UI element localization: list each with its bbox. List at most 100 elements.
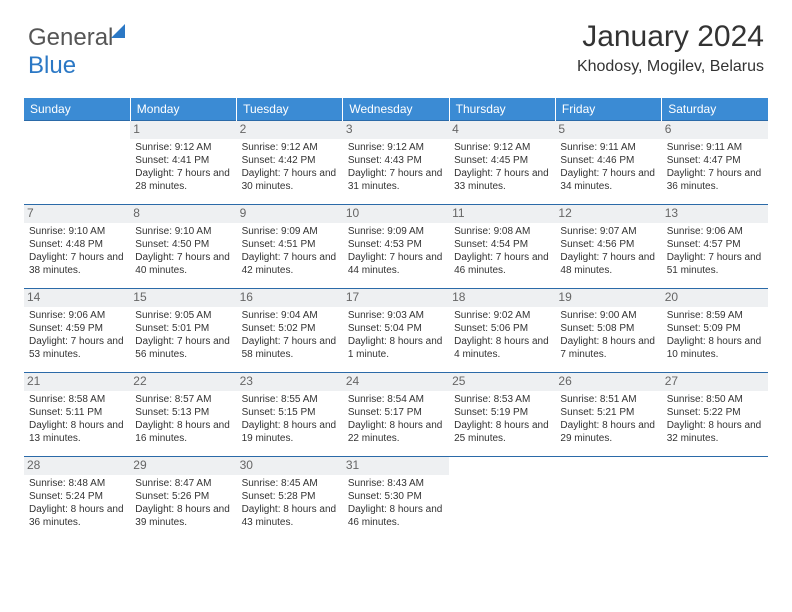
sunrise-text: Sunrise: 9:09 AM — [242, 225, 338, 238]
calendar-day-cell: 27Sunrise: 8:50 AMSunset: 5:22 PMDayligh… — [662, 373, 768, 457]
sunrise-text: Sunrise: 9:12 AM — [242, 141, 338, 154]
sunset-text: Sunset: 5:24 PM — [29, 490, 125, 503]
sunrise-text: Sunrise: 9:11 AM — [667, 141, 763, 154]
daylight-text: Daylight: 7 hours and 46 minutes. — [454, 251, 550, 277]
sunrise-text: Sunrise: 9:12 AM — [135, 141, 231, 154]
weekday-header: Wednesday — [343, 98, 449, 121]
day-number: 31 — [343, 457, 449, 475]
sunset-text: Sunset: 4:46 PM — [560, 154, 656, 167]
calendar-week-row: 21Sunrise: 8:58 AMSunset: 5:11 PMDayligh… — [24, 373, 768, 457]
day-number: 27 — [662, 373, 768, 391]
daylight-text: Daylight: 8 hours and 1 minute. — [348, 335, 444, 361]
sunrise-text: Sunrise: 9:04 AM — [242, 309, 338, 322]
calendar-day-cell: 12Sunrise: 9:07 AMSunset: 4:56 PMDayligh… — [555, 205, 661, 289]
day-number: 25 — [449, 373, 555, 391]
sunset-text: Sunset: 5:21 PM — [560, 406, 656, 419]
day-number: 13 — [662, 205, 768, 223]
daylight-text: Daylight: 8 hours and 7 minutes. — [560, 335, 656, 361]
daylight-text: Daylight: 8 hours and 10 minutes. — [667, 335, 763, 361]
calendar-day-cell: 8Sunrise: 9:10 AMSunset: 4:50 PMDaylight… — [130, 205, 236, 289]
sunrise-text: Sunrise: 8:53 AM — [454, 393, 550, 406]
calendar-day-cell: 3Sunrise: 9:12 AMSunset: 4:43 PMDaylight… — [343, 121, 449, 205]
daylight-text: Daylight: 7 hours and 34 minutes. — [560, 167, 656, 193]
sunrise-text: Sunrise: 9:00 AM — [560, 309, 656, 322]
calendar-day-cell: 21Sunrise: 8:58 AMSunset: 5:11 PMDayligh… — [24, 373, 130, 457]
weekday-header: Monday — [130, 98, 236, 121]
calendar-day-cell — [662, 457, 768, 541]
day-number: 18 — [449, 289, 555, 307]
day-number: 5 — [555, 121, 661, 139]
daylight-text: Daylight: 8 hours and 36 minutes. — [29, 503, 125, 529]
sunset-text: Sunset: 4:50 PM — [135, 238, 231, 251]
day-number: 12 — [555, 205, 661, 223]
sunset-text: Sunset: 5:17 PM — [348, 406, 444, 419]
day-number: 16 — [237, 289, 343, 307]
daylight-text: Daylight: 8 hours and 39 minutes. — [135, 503, 231, 529]
logo-triangle-icon — [111, 24, 125, 38]
sunset-text: Sunset: 4:54 PM — [454, 238, 550, 251]
sunrise-text: Sunrise: 8:47 AM — [135, 477, 231, 490]
daylight-text: Daylight: 7 hours and 28 minutes. — [135, 167, 231, 193]
page-header: January 2024 Khodosy, Mogilev, Belarus — [577, 20, 764, 76]
sunrise-text: Sunrise: 8:51 AM — [560, 393, 656, 406]
sunset-text: Sunset: 5:02 PM — [242, 322, 338, 335]
daylight-text: Daylight: 7 hours and 44 minutes. — [348, 251, 444, 277]
calendar-day-cell: 5Sunrise: 9:11 AMSunset: 4:46 PMDaylight… — [555, 121, 661, 205]
day-number: 14 — [24, 289, 130, 307]
sunrise-text: Sunrise: 9:06 AM — [667, 225, 763, 238]
sunrise-text: Sunrise: 8:58 AM — [29, 393, 125, 406]
calendar-day-cell: 28Sunrise: 8:48 AMSunset: 5:24 PMDayligh… — [24, 457, 130, 541]
daylight-text: Daylight: 7 hours and 31 minutes. — [348, 167, 444, 193]
sunrise-text: Sunrise: 8:55 AM — [242, 393, 338, 406]
daylight-text: Daylight: 8 hours and 13 minutes. — [29, 419, 125, 445]
brand-text-2: Blue — [28, 52, 76, 79]
sunrise-text: Sunrise: 9:05 AM — [135, 309, 231, 322]
sunrise-text: Sunrise: 8:48 AM — [29, 477, 125, 490]
sunset-text: Sunset: 4:42 PM — [242, 154, 338, 167]
sunrise-text: Sunrise: 9:09 AM — [348, 225, 444, 238]
calendar-day-cell: 15Sunrise: 9:05 AMSunset: 5:01 PMDayligh… — [130, 289, 236, 373]
sunset-text: Sunset: 5:26 PM — [135, 490, 231, 503]
weekday-header: Sunday — [24, 98, 130, 121]
sunrise-text: Sunrise: 8:43 AM — [348, 477, 444, 490]
sunrise-text: Sunrise: 8:54 AM — [348, 393, 444, 406]
day-number: 2 — [237, 121, 343, 139]
daylight-text: Daylight: 8 hours and 25 minutes. — [454, 419, 550, 445]
calendar-day-cell: 20Sunrise: 8:59 AMSunset: 5:09 PMDayligh… — [662, 289, 768, 373]
calendar-day-cell: 23Sunrise: 8:55 AMSunset: 5:15 PMDayligh… — [237, 373, 343, 457]
weekday-header: Friday — [555, 98, 661, 121]
calendar-day-cell — [555, 457, 661, 541]
sunset-text: Sunset: 5:15 PM — [242, 406, 338, 419]
daylight-text: Daylight: 8 hours and 16 minutes. — [135, 419, 231, 445]
calendar-day-cell: 13Sunrise: 9:06 AMSunset: 4:57 PMDayligh… — [662, 205, 768, 289]
day-number: 9 — [237, 205, 343, 223]
sunset-text: Sunset: 5:13 PM — [135, 406, 231, 419]
weekday-header-row: Sunday Monday Tuesday Wednesday Thursday… — [24, 98, 768, 121]
daylight-text: Daylight: 7 hours and 56 minutes. — [135, 335, 231, 361]
day-number: 29 — [130, 457, 236, 475]
sunset-text: Sunset: 5:06 PM — [454, 322, 550, 335]
sunrise-text: Sunrise: 9:06 AM — [29, 309, 125, 322]
sunset-text: Sunset: 5:11 PM — [29, 406, 125, 419]
daylight-text: Daylight: 7 hours and 53 minutes. — [29, 335, 125, 361]
sunset-text: Sunset: 5:22 PM — [667, 406, 763, 419]
weekday-header: Thursday — [449, 98, 555, 121]
sunset-text: Sunset: 4:59 PM — [29, 322, 125, 335]
day-number: 15 — [130, 289, 236, 307]
calendar-day-cell: 19Sunrise: 9:00 AMSunset: 5:08 PMDayligh… — [555, 289, 661, 373]
calendar-day-cell: 14 Sunrise: 9:06 AMSunset: 4:59 PMDayligh… — [24, 289, 130, 373]
sunset-text: Sunset: 5:04 PM — [348, 322, 444, 335]
day-number: 6 — [662, 121, 768, 139]
sunrise-text: Sunrise: 9:12 AM — [454, 141, 550, 154]
calendar-day-cell: 2Sunrise: 9:12 AMSunset: 4:42 PMDaylight… — [237, 121, 343, 205]
daylight-text: Daylight: 7 hours and 38 minutes. — [29, 251, 125, 277]
sunrise-text: Sunrise: 9:02 AM — [454, 309, 550, 322]
calendar-day-cell: 30Sunrise: 8:45 AMSunset: 5:28 PMDayligh… — [237, 457, 343, 541]
calendar-day-cell: 7Sunrise: 9:10 AMSunset: 4:48 PMDaylight… — [24, 205, 130, 289]
calendar-day-cell: 1Sunrise: 9:12 AMSunset: 4:41 PMDaylight… — [130, 121, 236, 205]
day-number: 23 — [237, 373, 343, 391]
sunrise-text: Sunrise: 9:10 AM — [135, 225, 231, 238]
day-number: 8 — [130, 205, 236, 223]
day-number: 26 — [555, 373, 661, 391]
sunset-text: Sunset: 5:08 PM — [560, 322, 656, 335]
